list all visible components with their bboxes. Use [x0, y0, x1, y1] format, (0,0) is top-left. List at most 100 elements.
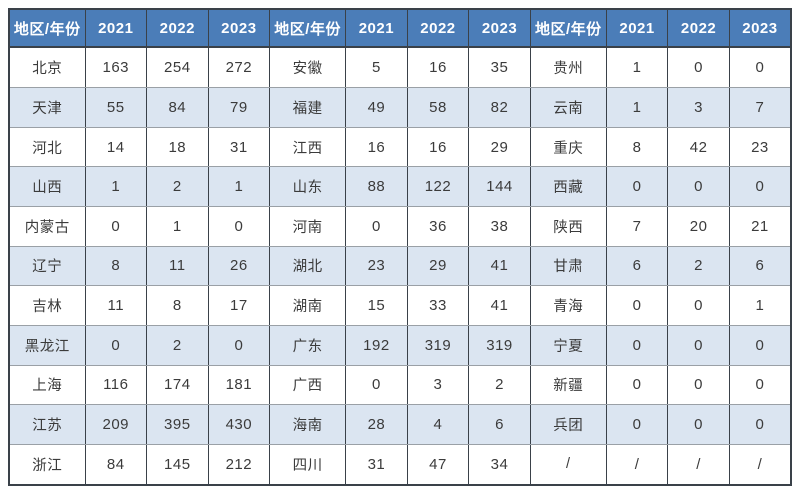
table-body: 北京 163 254 272 安徽 5 16 35 贵州 1 0 0 天津 55 84 79 福建 49 58 82 云… [8, 46, 792, 486]
value-cell: 4 [406, 404, 470, 445]
region-cell: 山东 [269, 166, 347, 207]
value-cell: 41 [468, 285, 531, 326]
region-year-data-table: 地区/年份 2021 2022 2023 地区/年份 2021 2022 2023 地区/年份 2… [8, 8, 792, 486]
value-cell: 0 [605, 324, 669, 366]
table-row: 江苏 209 395 430 海南 28 4 6 兵团 0 0 0 [8, 404, 792, 445]
value-cell: 23 [345, 245, 408, 287]
value-cell: 181 [207, 364, 271, 406]
region-year-header-cell: 地区/年份 [8, 9, 86, 48]
value-cell: 16 [345, 126, 408, 168]
table-header: 地区/年份 2021 2022 2023 地区/年份 2021 2022 2023 地区/年份 2… [8, 9, 792, 48]
region-cell: 贵州 [529, 46, 607, 89]
value-cell: 174 [146, 364, 209, 406]
region-cell: 河北 [8, 126, 86, 168]
value-cell: 1 [605, 87, 669, 128]
year-header-cell: 2023 [207, 9, 271, 48]
region-cell: 海南 [269, 404, 347, 445]
region-cell: 广东 [269, 324, 347, 366]
value-cell: 15 [345, 285, 408, 326]
table-row: 山西 1 2 1 山东 88 122 144 西藏 0 0 0 [8, 166, 792, 207]
year-header-cell: 2023 [728, 9, 792, 48]
value-cell: 0 [667, 46, 730, 89]
region-cell: 天津 [8, 87, 86, 128]
value-cell: 6 [728, 245, 792, 287]
value-cell: 6 [468, 404, 531, 445]
value-cell: / [728, 443, 792, 486]
value-cell: 0 [667, 285, 730, 326]
table-row: 上海 116 174 181 广西 0 3 2 新疆 0 0 0 [8, 364, 792, 406]
year-header-cell: 2021 [345, 9, 408, 48]
year-header-cell: 2021 [605, 9, 669, 48]
region-year-header-cell: 地区/年份 [269, 9, 347, 48]
value-cell: 0 [667, 364, 730, 406]
region-cell: 吉林 [8, 285, 86, 326]
region-cell: 陕西 [529, 205, 607, 247]
table-row: 内蒙古 0 1 0 河南 0 36 38 陕西 7 20 21 [8, 205, 792, 247]
value-cell: 319 [406, 324, 470, 366]
value-cell: 7 [728, 87, 792, 128]
value-cell: / [605, 443, 669, 486]
region-year-header-cell: 地区/年份 [529, 9, 607, 48]
region-cell: 云南 [529, 87, 607, 128]
value-cell: 0 [667, 324, 730, 366]
region-cell: 安徽 [269, 46, 347, 89]
region-cell: 四川 [269, 443, 347, 486]
value-cell: 395 [146, 404, 209, 445]
table-row: 河北 14 18 31 江西 16 16 29 重庆 8 42 23 [8, 126, 792, 168]
value-cell: 82 [468, 87, 531, 128]
value-cell: 0 [667, 166, 730, 207]
value-cell: 0 [605, 364, 669, 406]
value-cell: 1 [728, 285, 792, 326]
value-cell: / [667, 443, 730, 486]
value-cell: 36 [406, 205, 470, 247]
value-cell: 18 [146, 126, 209, 168]
value-cell: 209 [84, 404, 148, 445]
value-cell: 17 [207, 285, 271, 326]
value-cell: 84 [84, 443, 148, 486]
value-cell: 1 [146, 205, 209, 247]
value-cell: 16 [406, 126, 470, 168]
value-cell: 58 [406, 87, 470, 128]
value-cell: 254 [146, 46, 209, 89]
value-cell: 79 [207, 87, 271, 128]
value-cell: 5 [345, 46, 408, 89]
table-row: 吉林 11 8 17 湖南 15 33 41 青海 0 0 1 [8, 285, 792, 326]
region-cell: 福建 [269, 87, 347, 128]
table-row: 黑龙江 0 2 0 广东 192 319 319 宁夏 0 0 0 [8, 324, 792, 366]
value-cell: 1 [207, 166, 271, 207]
table-row: 北京 163 254 272 安徽 5 16 35 贵州 1 0 0 [8, 46, 792, 89]
value-cell: 20 [667, 205, 730, 247]
region-cell: / [529, 443, 607, 486]
region-cell: 辽宁 [8, 245, 86, 287]
region-cell: 浙江 [8, 443, 86, 486]
value-cell: 6 [605, 245, 669, 287]
value-cell: 0 [345, 205, 408, 247]
region-cell: 山西 [8, 166, 86, 207]
region-cell: 西藏 [529, 166, 607, 207]
region-cell: 湖北 [269, 245, 347, 287]
region-cell: 宁夏 [529, 324, 607, 366]
value-cell: 319 [468, 324, 531, 366]
value-cell: 88 [345, 166, 408, 207]
value-cell: 212 [207, 443, 271, 486]
year-header-cell: 2023 [468, 9, 531, 48]
region-cell: 重庆 [529, 126, 607, 168]
value-cell: 55 [84, 87, 148, 128]
value-cell: 8 [146, 285, 209, 326]
value-cell: 34 [468, 443, 531, 486]
value-cell: 41 [468, 245, 531, 287]
value-cell: 122 [406, 166, 470, 207]
value-cell: 23 [728, 126, 792, 168]
value-cell: 7 [605, 205, 669, 247]
value-cell: 2 [468, 364, 531, 406]
value-cell: 42 [667, 126, 730, 168]
value-cell: 3 [667, 87, 730, 128]
value-cell: 31 [207, 126, 271, 168]
value-cell: 0 [728, 404, 792, 445]
region-cell: 黑龙江 [8, 324, 86, 366]
region-cell: 上海 [8, 364, 86, 406]
value-cell: 31 [345, 443, 408, 486]
value-cell: 0 [728, 166, 792, 207]
table-row: 浙江 84 145 212 四川 31 47 34// / / [8, 443, 792, 486]
value-cell: 0 [605, 404, 669, 445]
